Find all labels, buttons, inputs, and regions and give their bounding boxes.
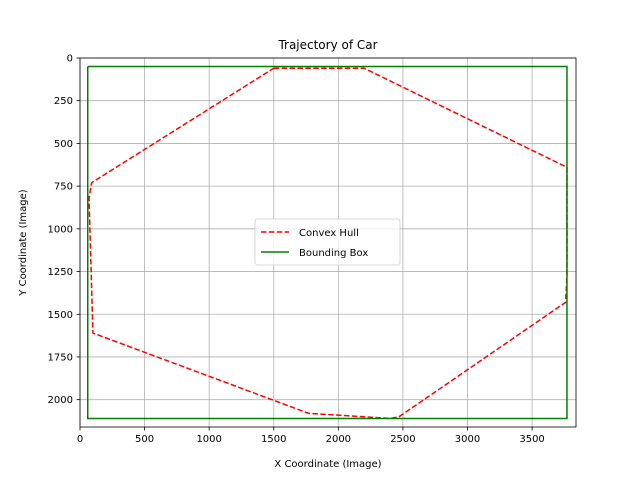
plot-frame [79, 57, 577, 428]
y-tick-label: 1250 [48, 267, 73, 278]
chart-title: Trajectory of Car [277, 38, 377, 52]
convex-hull-line [88, 67, 568, 420]
x-tick-label: 2000 [326, 434, 351, 445]
y-tick-label: 750 [54, 182, 73, 193]
legend-label: Convex Hull [299, 228, 359, 239]
y-tick-label: 2000 [48, 395, 73, 406]
legend: Convex Hull Bounding Box [254, 218, 401, 266]
bounding-box-line [87, 65, 568, 420]
x-axis-label: X Coordinate (Image) [274, 459, 381, 470]
x-tick-label: 3500 [519, 434, 544, 445]
legend-box [254, 218, 401, 266]
x-tick-label: 3000 [455, 434, 480, 445]
y-tick-label: 500 [54, 139, 73, 150]
x-tick-label: 500 [135, 434, 154, 445]
y-tick-label: 1750 [48, 352, 73, 363]
y-tick-label: 1500 [48, 310, 73, 321]
ticks: 0 500 1000 1500 2000 2500 3000 3500 0 250 500 750 10… [48, 54, 545, 446]
legend-label: Bounding Box [299, 248, 368, 259]
x-tick-label: 1500 [261, 434, 286, 445]
x-tick-label: 2500 [390, 434, 415, 445]
y-tick-label: 1000 [48, 224, 73, 235]
x-tick-label: 1000 [196, 434, 221, 445]
y-tick-label: 250 [54, 96, 73, 107]
x-tick-label: 0 [77, 434, 83, 445]
y-tick-label: 0 [67, 54, 73, 65]
series-layer [87, 65, 568, 420]
y-axis-label: Y Coordinate (Image) [18, 189, 29, 297]
